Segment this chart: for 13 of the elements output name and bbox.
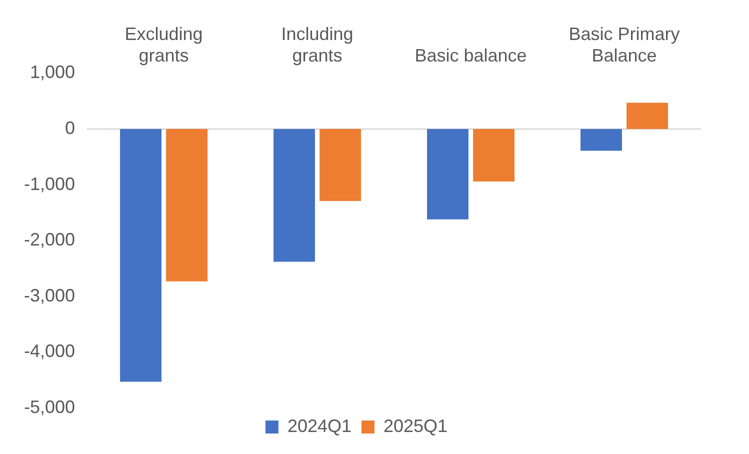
x-tick-label: Excluding grants: [124, 24, 203, 66]
y-tick-label: -4,000: [24, 341, 76, 362]
y-tick-label: -2,000: [24, 230, 76, 250]
legend-label: 2024Q1: [287, 416, 352, 436]
x-tick-label: Including grants: [281, 24, 354, 66]
x-tick-label: Basic Primary Balance: [568, 24, 680, 66]
y-tick-label: -5,000: [24, 396, 76, 417]
x-tick-label: Basic balance: [414, 45, 527, 66]
y-tick-label: -1,000: [24, 174, 76, 194]
y-tick-label: -3,000: [24, 285, 76, 306]
legend-label: 2025Q1: [384, 416, 448, 436]
y-tick-label: 0: [65, 118, 76, 138]
y-tick-label: 1,000: [30, 62, 76, 82]
